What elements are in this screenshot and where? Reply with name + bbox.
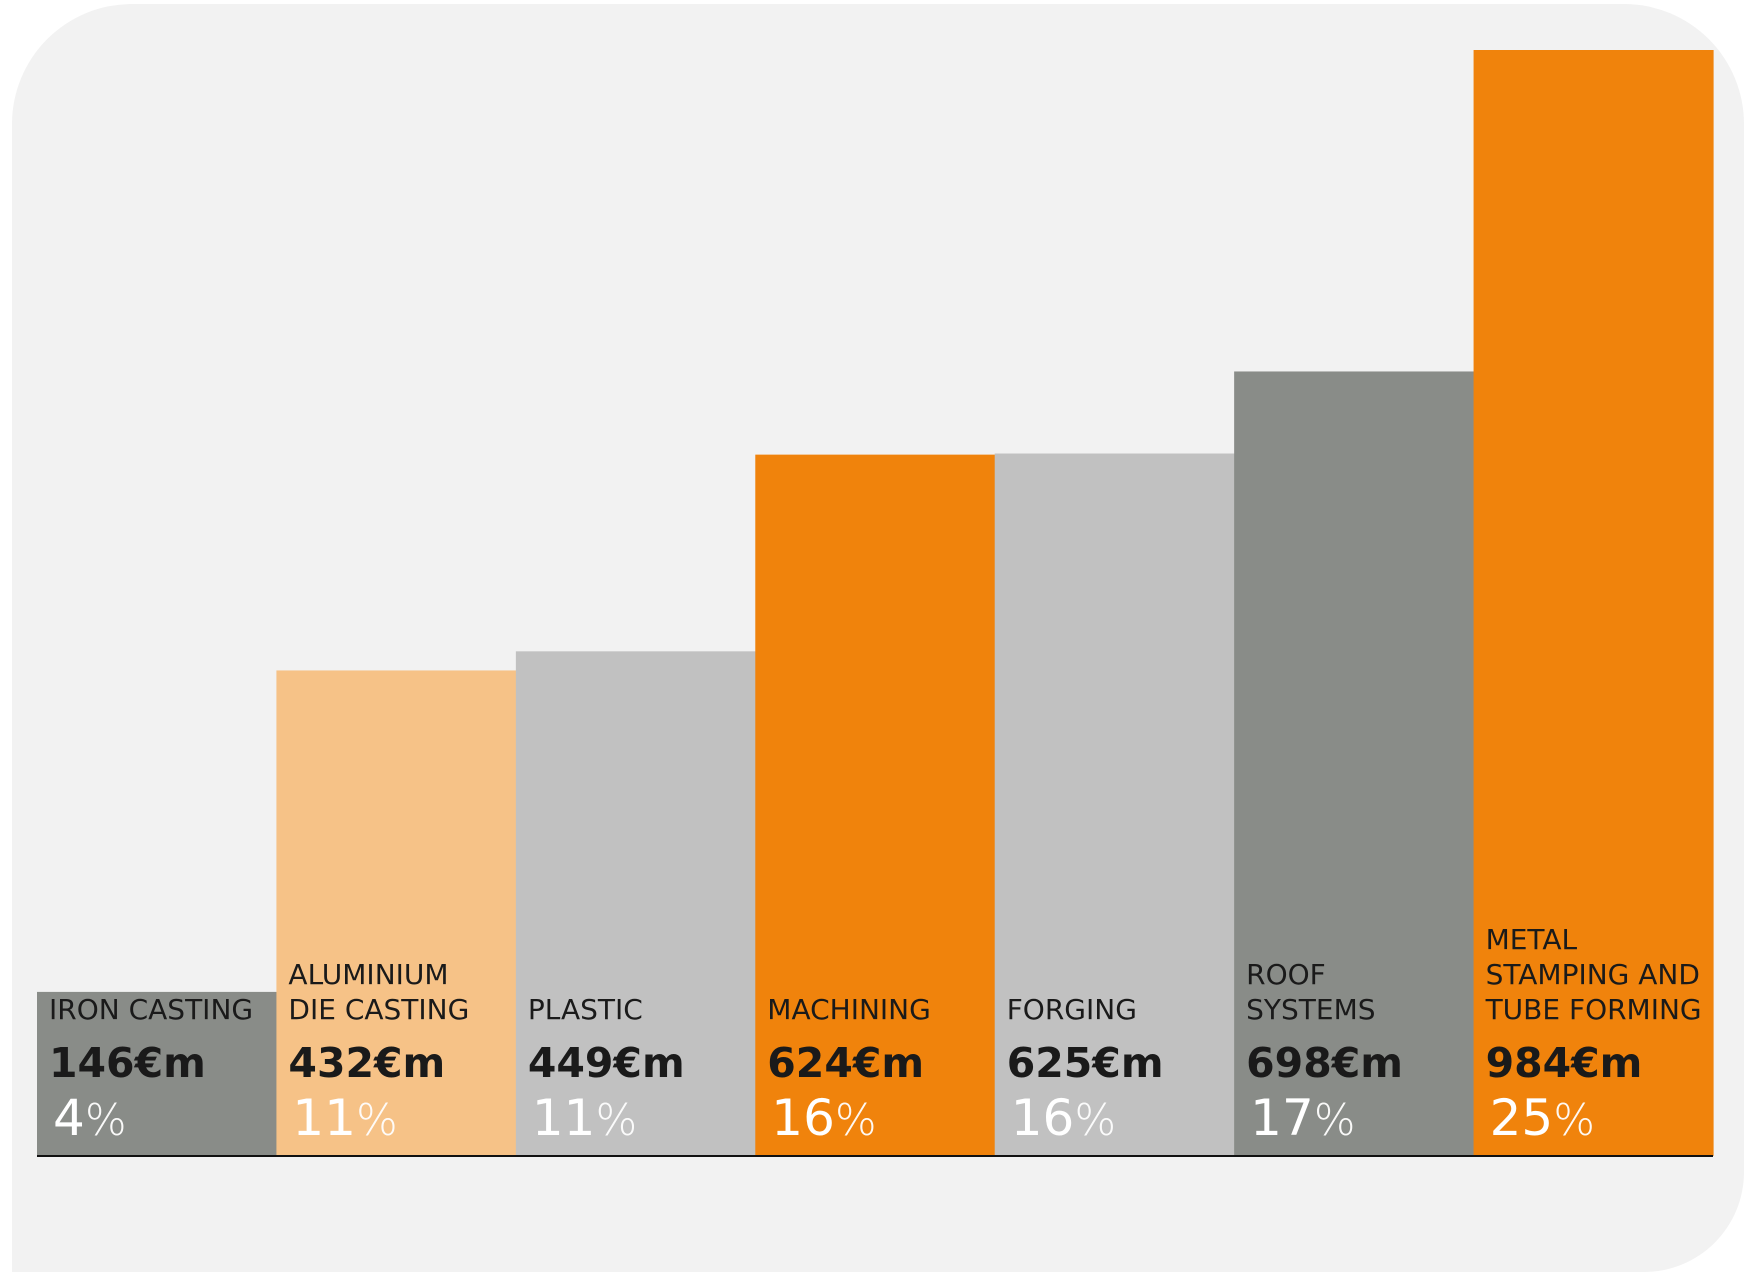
percent-label: 11% [532, 1089, 637, 1147]
percent-symbol: % [356, 1095, 398, 1146]
category-label: TUBE FORMING [1485, 993, 1702, 1026]
bar-metal-stamping-and-tube-forming [1473, 50, 1714, 1156]
percent-value: 16 [771, 1089, 835, 1147]
category-label: ALUMINIUM [288, 958, 448, 991]
percent-symbol: % [1074, 1095, 1116, 1146]
bars-group [37, 50, 1714, 1157]
percent-label: 16% [1011, 1089, 1116, 1147]
value-label: 624€m [767, 1039, 924, 1087]
percent-value: 17 [1250, 1089, 1314, 1147]
percent-label: 11% [292, 1089, 397, 1147]
percent-value: 11 [532, 1089, 596, 1147]
value-label: 625€m [1007, 1039, 1164, 1087]
bar-iron-casting [37, 991, 278, 1156]
bar-aluminium-die-casting [276, 670, 517, 1156]
category-label: MACHINING [767, 993, 931, 1026]
percent-label: 25% [1490, 1089, 1595, 1147]
category-label: DIE CASTING [288, 993, 469, 1026]
value-label: 449€m [528, 1039, 685, 1087]
bar-roof-systems [1234, 371, 1475, 1157]
percent-label: 16% [771, 1089, 876, 1147]
category-label: STAMPING AND [1486, 958, 1700, 991]
category-label: FORGING [1007, 993, 1137, 1026]
category-label: SYSTEMS [1246, 993, 1375, 1026]
category-label: PLASTIC [528, 993, 643, 1026]
value-label: 698€m [1246, 1039, 1403, 1087]
category-label: IRON CASTING [49, 993, 253, 1026]
percent-value: 16 [1011, 1089, 1075, 1147]
percent-value: 25 [1490, 1089, 1554, 1147]
bar-machining [755, 454, 996, 1156]
percent-value: 11 [292, 1089, 356, 1147]
percent-label: 17% [1250, 1089, 1355, 1147]
value-label: 432€m [288, 1039, 445, 1087]
percent-symbol: % [85, 1095, 127, 1146]
bar-forging [994, 453, 1235, 1156]
category-label: METAL [1486, 923, 1578, 956]
value-label: 146€m [49, 1039, 206, 1087]
percent-label: 4% [53, 1089, 127, 1147]
percent-symbol: % [1314, 1095, 1356, 1146]
percent-value: 4 [53, 1089, 85, 1147]
percent-symbol: % [835, 1095, 877, 1146]
category-label: ROOF [1246, 958, 1326, 991]
bar-plastic [515, 651, 756, 1156]
value-label: 984€m [1486, 1039, 1643, 1087]
percent-symbol: % [1553, 1095, 1595, 1146]
percent-symbol: % [595, 1095, 637, 1146]
